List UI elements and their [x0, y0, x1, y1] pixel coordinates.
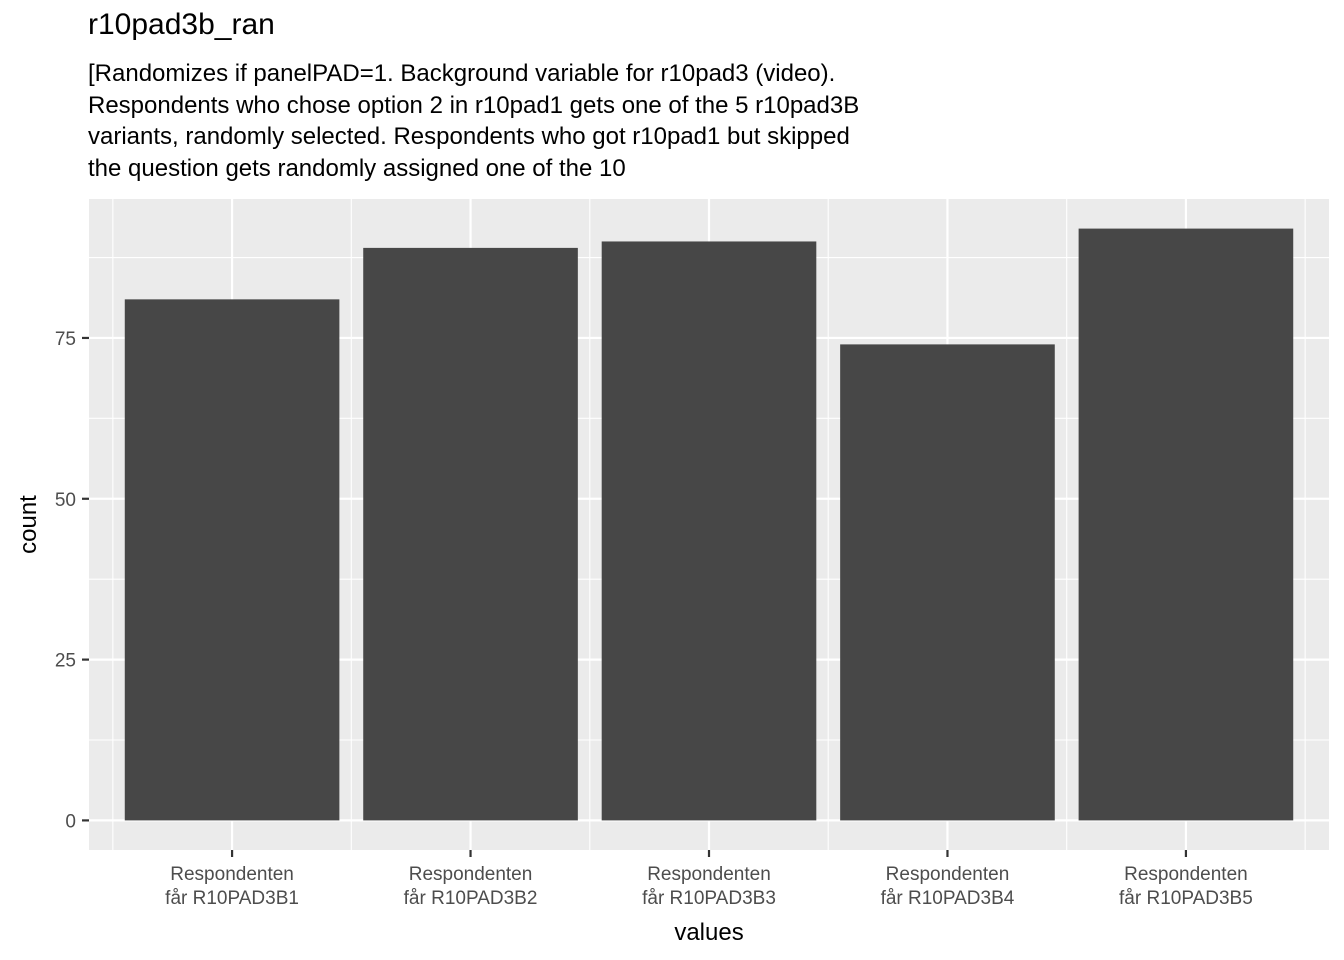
chart-subtitle: [Randomizes if panelPAD=1. Background va…: [88, 58, 1288, 184]
bar: [1078, 228, 1294, 821]
x-tick-label: Respondenten: [886, 864, 1010, 885]
subtitle-line: [Randomizes if panelPAD=1. Background va…: [88, 60, 836, 87]
x-tick-label: får R10PAD3B3: [642, 888, 776, 909]
y-axis-title: count: [15, 495, 42, 554]
y-tick-label: 25: [55, 651, 76, 672]
y-tick-label: 75: [55, 329, 76, 350]
y-tick-label: 0: [65, 811, 76, 832]
bar: [840, 344, 1055, 821]
x-tick-label: Respondenten: [409, 864, 533, 885]
bar: [124, 299, 340, 821]
x-tick-label: får R10PAD3B2: [404, 888, 538, 909]
x-tick-label: Respondenten: [1124, 864, 1248, 885]
x-axis-title: values: [674, 919, 743, 946]
subtitle-line: variants, randomly selected. Respondents…: [88, 123, 850, 150]
x-tick-label: får R10PAD3B4: [881, 888, 1015, 909]
y-tick-label: 50: [55, 490, 76, 511]
x-tick-label: Respondenten: [170, 864, 294, 885]
subtitle-line: the question gets randomly assigned one …: [88, 154, 626, 182]
chart-title: r10pad3b_ran: [88, 8, 275, 41]
x-tick-label: får R10PAD3B1: [165, 888, 299, 909]
subtitle-line: Respondents who chose option 2 in r10pad…: [88, 91, 860, 119]
bar: [601, 241, 817, 821]
x-tick-label: Respondenten: [647, 864, 771, 885]
bar: [363, 247, 578, 821]
x-tick-label: får R10PAD3B5: [1119, 888, 1253, 909]
